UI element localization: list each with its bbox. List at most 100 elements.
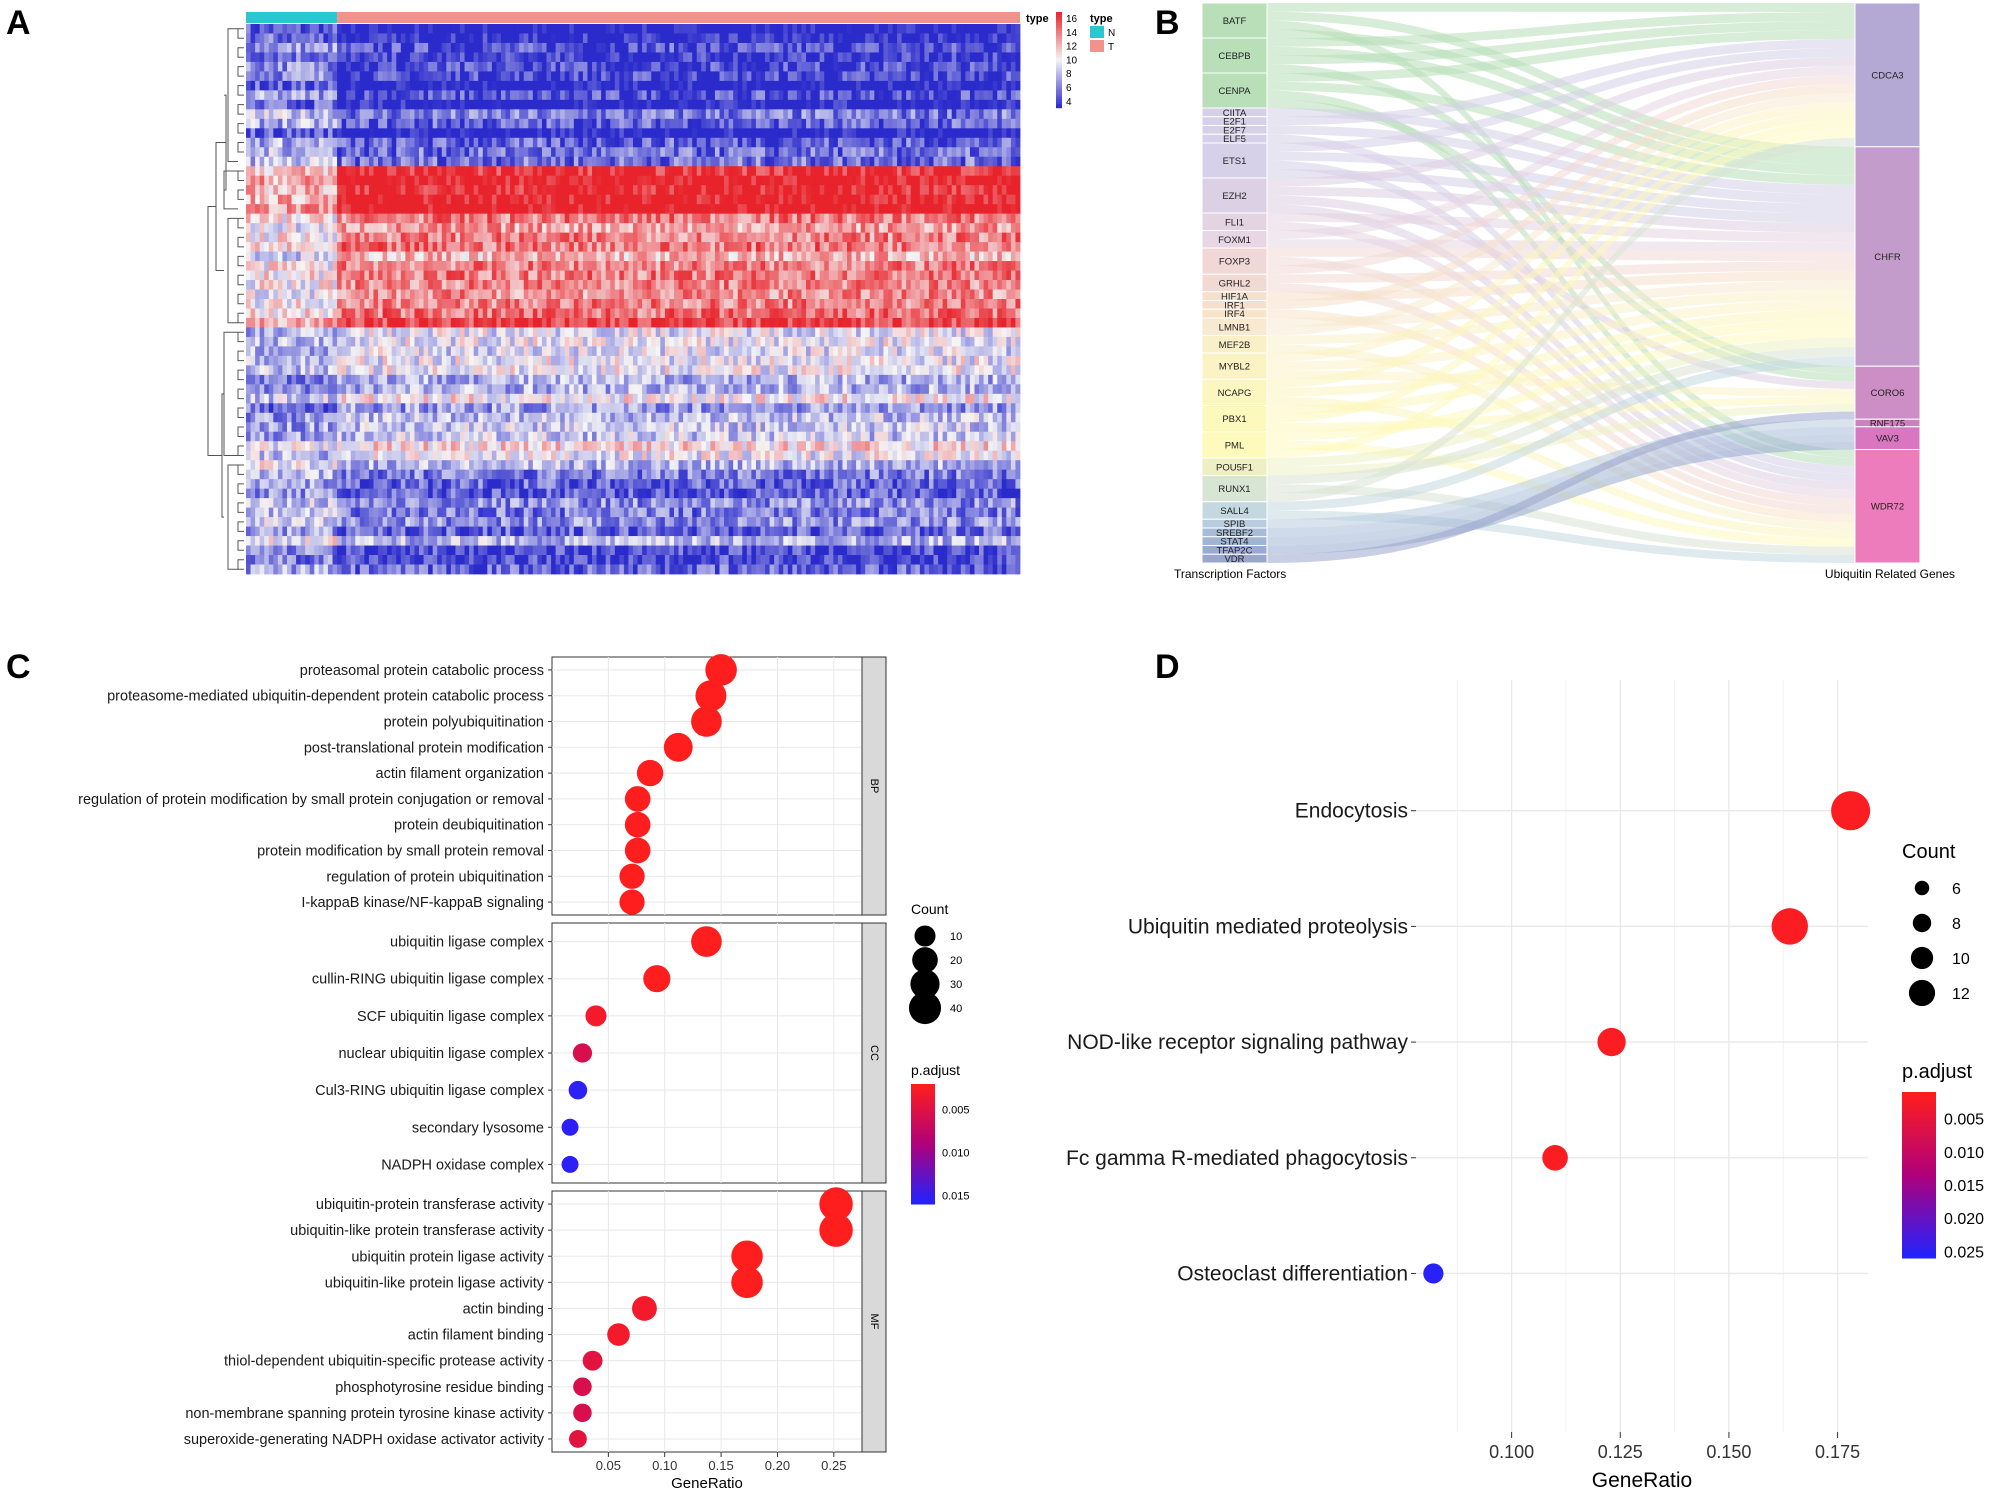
heatmap-cell: [268, 33, 274, 44]
heatmap-cell: [482, 175, 488, 186]
heatmap-cell: [810, 42, 816, 53]
heatmap-cell: [455, 270, 461, 281]
heatmap-cell: [769, 232, 775, 243]
heatmap-cell: [455, 299, 461, 309]
heatmap-cell: [910, 185, 916, 196]
heatmap-cell: [696, 280, 702, 290]
heatmap-cell: [601, 118, 607, 129]
heatmap-cell: [332, 80, 338, 91]
heatmap-cell: [441, 261, 447, 271]
heatmap-cell: [673, 42, 679, 53]
heatmap-cell: [473, 242, 479, 252]
heatmap-cell: [286, 156, 292, 167]
heatmap-cell: [437, 128, 443, 139]
heatmap-cell: [382, 128, 388, 139]
heatmap-cell: [897, 204, 903, 215]
heatmap-cell: [646, 137, 652, 148]
heatmap-cell: [286, 204, 292, 215]
heatmap-cell: [368, 99, 374, 110]
heatmap-cell: [833, 52, 839, 63]
heatmap-cell: [323, 147, 329, 158]
heatmap-cell: [951, 175, 957, 186]
heatmap-cell: [915, 33, 921, 44]
heatmap-cell: [364, 175, 370, 186]
heatmap-cell: [956, 147, 962, 158]
heatmap-cell: [478, 280, 484, 290]
heatmap-cell: [988, 52, 994, 63]
heatmap-cell: [414, 71, 420, 82]
heatmap-cell: [523, 261, 529, 271]
heatmap-cell: [1010, 185, 1016, 196]
heatmap-cell: [669, 109, 675, 120]
heatmap-cell: [783, 137, 789, 148]
heatmap-cell: [819, 33, 825, 44]
heatmap-cell: [660, 128, 666, 139]
heatmap-cell: [806, 99, 811, 110]
heatmap-cell: [391, 80, 397, 91]
heatmap-cell: [482, 242, 488, 252]
heatmap-cell: [719, 232, 725, 243]
heatmap-cell: [815, 90, 821, 101]
heatmap-cell: [988, 24, 994, 34]
heatmap-cell: [309, 61, 315, 72]
heatmap-cell: [482, 194, 488, 205]
heatmap-cell: [587, 128, 593, 139]
heatmap-cell: [874, 118, 880, 129]
heatmap-cell: [892, 109, 898, 120]
heatmap-cell: [573, 128, 579, 139]
heatmap-cell: [979, 156, 984, 167]
heatmap-cell: [938, 61, 943, 72]
heatmap-cell: [505, 232, 511, 243]
heatmap-cell: [969, 251, 975, 262]
heatmap-cell: [1006, 71, 1012, 82]
heatmap-cell: [965, 109, 971, 120]
heatmap-cell: [815, 242, 821, 252]
heatmap-cell: [851, 261, 857, 271]
heatmap-cell: [623, 223, 629, 234]
heatmap-cell: [350, 99, 356, 110]
heatmap-cell: [874, 80, 880, 91]
heatmap-cell: [564, 251, 570, 262]
heatmap-cell: [282, 270, 288, 281]
heatmap-cell: [992, 118, 998, 129]
heatmap-cell: [701, 251, 707, 262]
heatmap-cell: [897, 61, 903, 72]
heatmap-cell: [560, 109, 566, 120]
heatmap-cell: [450, 61, 456, 72]
heatmap-cell: [897, 71, 903, 82]
heatmap-cell: [405, 33, 411, 44]
heatmap-cell: [860, 166, 866, 177]
heatmap-cell: [774, 80, 780, 91]
heatmap-cell: [673, 137, 679, 148]
heatmap-cell: [774, 185, 780, 196]
heatmap-cell: [373, 204, 379, 215]
heatmap-cell: [491, 52, 497, 63]
heatmap-cell: [956, 156, 962, 167]
heatmap-cell: [915, 90, 921, 101]
heatmap-cell: [974, 166, 980, 177]
heatmap-cell: [368, 280, 374, 290]
heatmap-cell: [733, 147, 739, 158]
heatmap-cell: [696, 33, 702, 44]
heatmap-cell: [633, 261, 638, 271]
heatmap-cell: [378, 118, 383, 129]
heatmap-cell: [942, 99, 948, 110]
heatmap-cell: [578, 204, 584, 215]
heatmap-cell: [405, 99, 411, 110]
heatmap-cell: [246, 289, 251, 300]
heatmap-cell: [846, 289, 852, 300]
heatmap-cell: [541, 118, 547, 129]
heatmap-cell: [264, 175, 270, 186]
heatmap-cell: [960, 71, 966, 82]
heatmap-cell: [282, 251, 288, 262]
heatmap-cell: [874, 156, 880, 167]
heatmap-cell: [792, 90, 798, 101]
heatmap-cell: [856, 99, 862, 110]
heatmap-cell: [387, 270, 393, 281]
heatmap-cell: [928, 289, 934, 300]
heatmap-cell: [774, 261, 780, 271]
heatmap-cell: [473, 223, 479, 234]
heatmap-cell: [692, 270, 698, 281]
heatmap-cell: [582, 280, 588, 290]
heatmap-cell: [719, 242, 725, 252]
